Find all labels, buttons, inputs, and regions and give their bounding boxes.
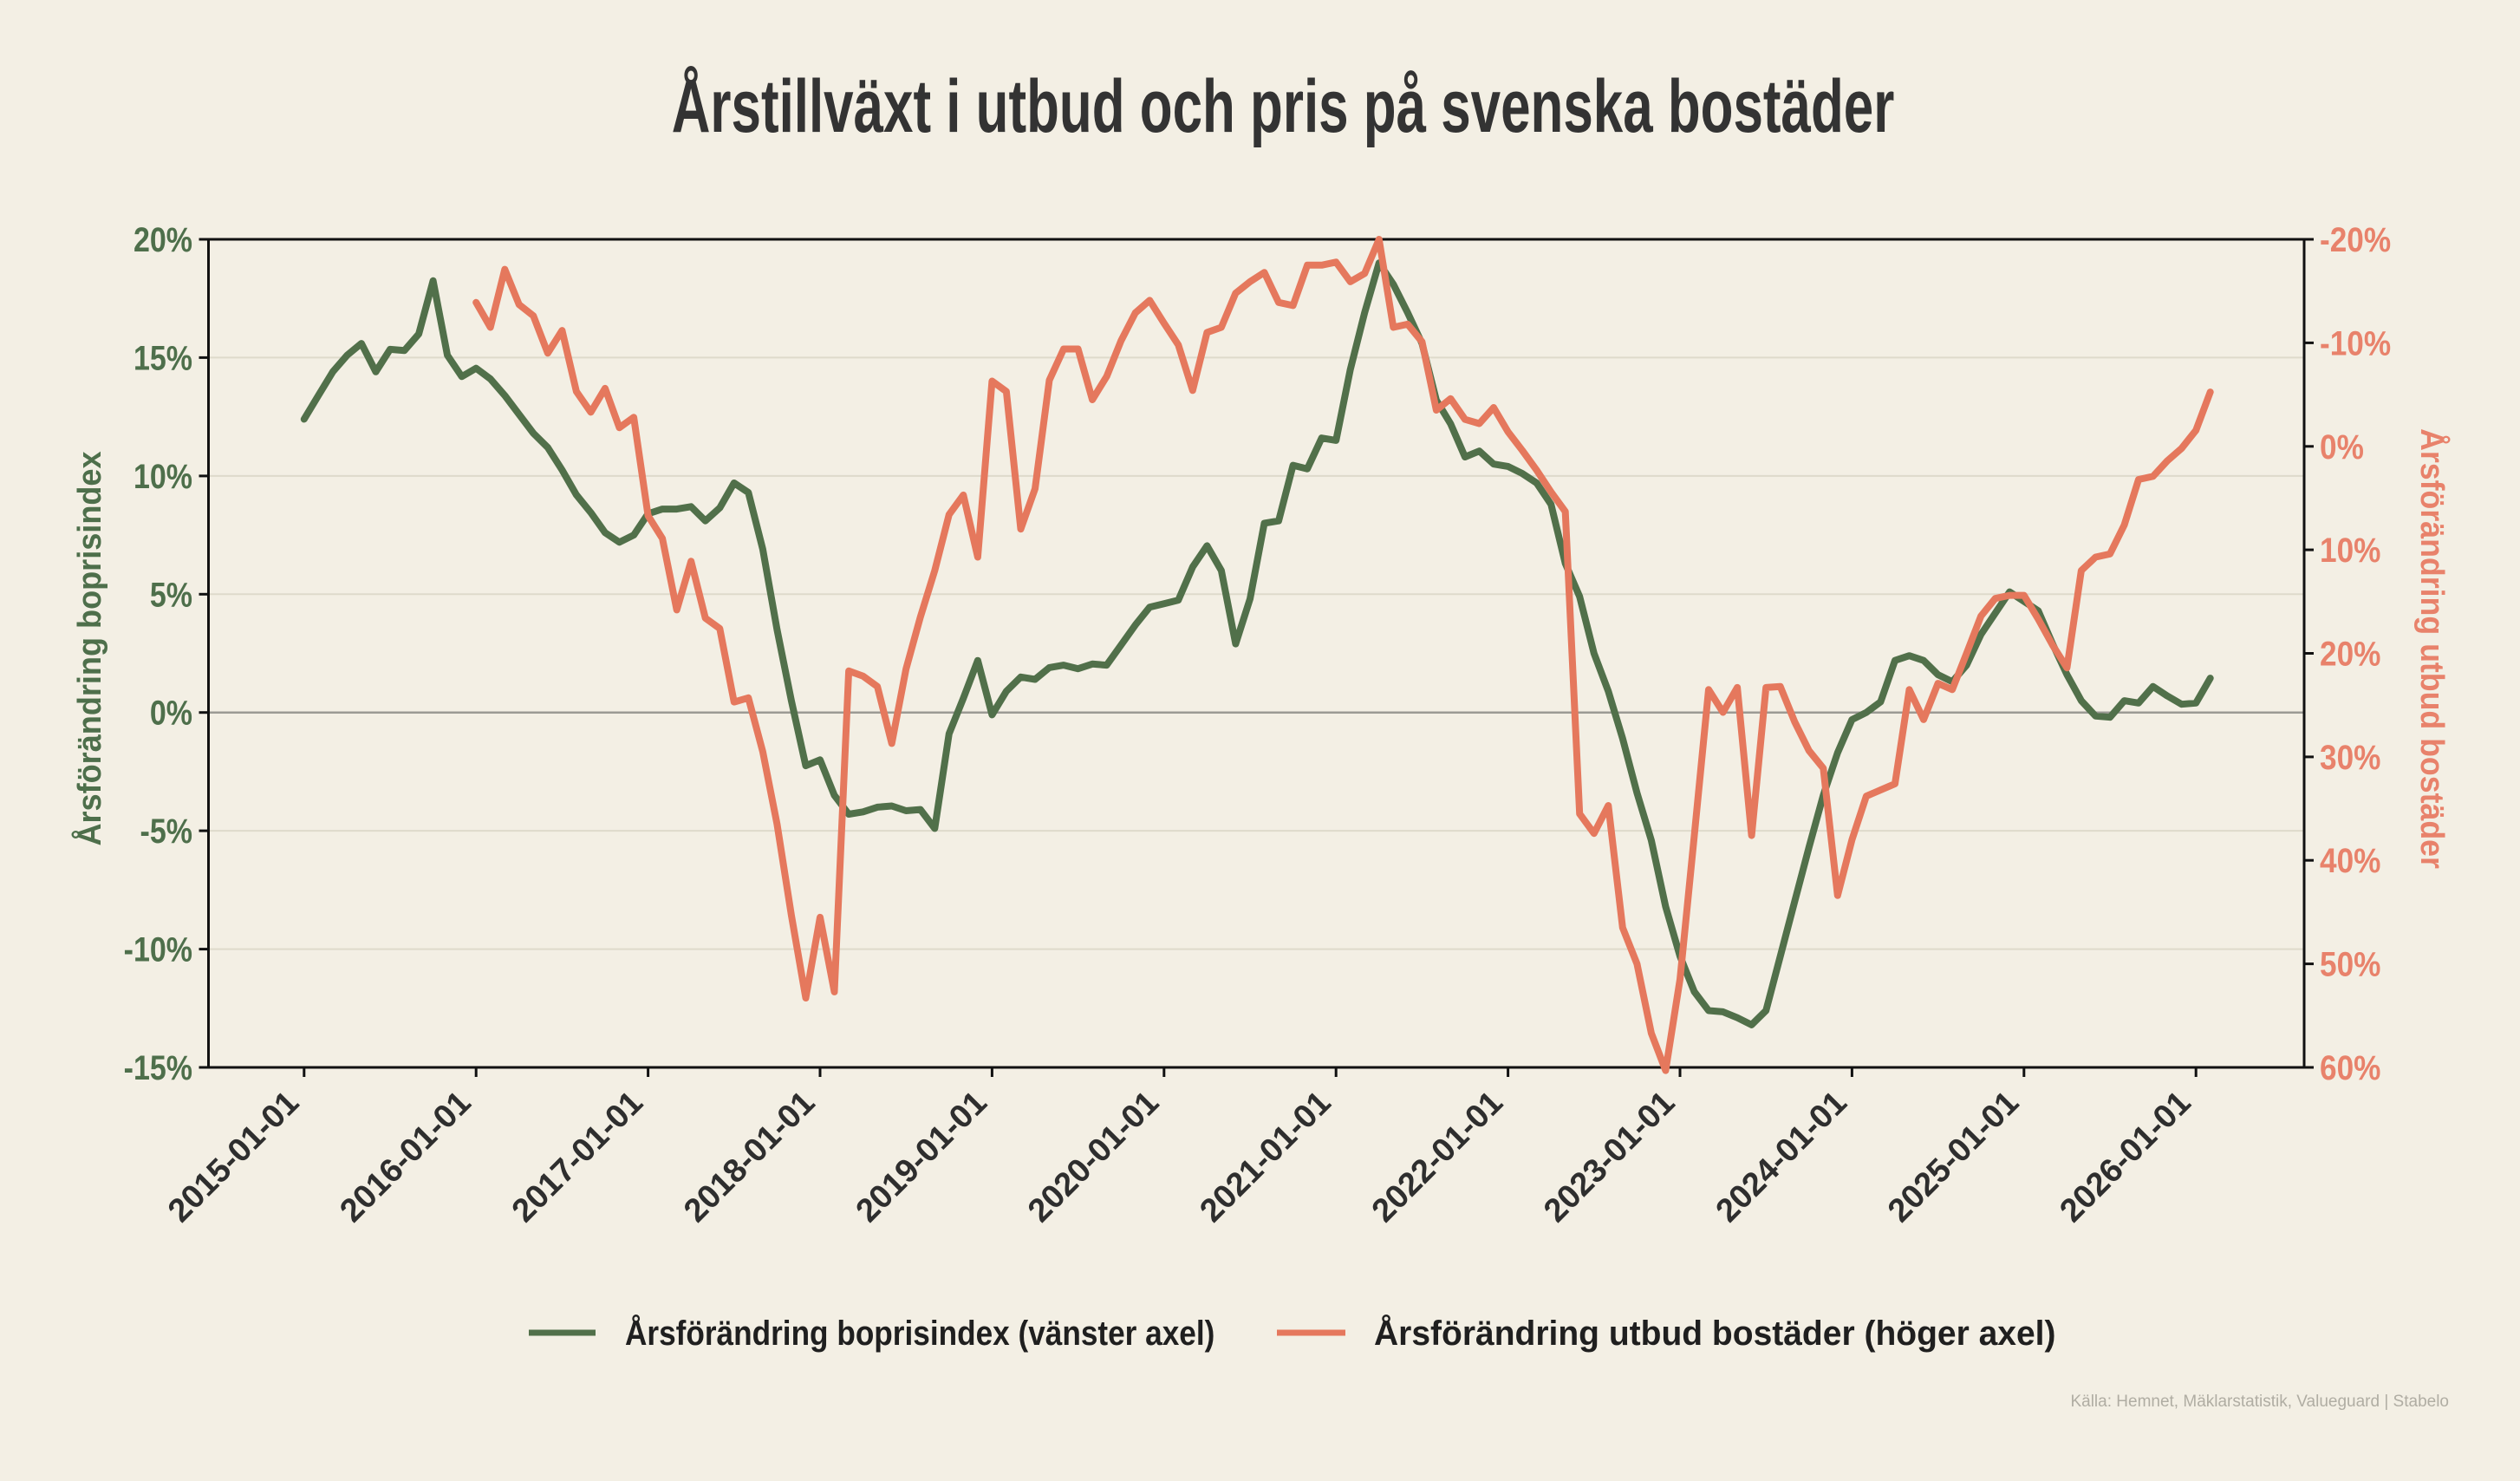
svg-text:-20%: -20% <box>2320 220 2391 259</box>
svg-text:5%: 5% <box>150 575 192 614</box>
svg-text:-10%: -10% <box>124 930 192 969</box>
svg-text:Årsförändring boprisindex (vän: Årsförändring boprisindex (vänster axel) <box>625 1314 1214 1353</box>
svg-text:30%: 30% <box>2320 738 2380 777</box>
svg-text:-5%: -5% <box>140 811 192 850</box>
svg-text:Årsförändring utbud bostäder (: Årsförändring utbud bostäder (höger axel… <box>1374 1315 2055 1354</box>
svg-text:0%: 0% <box>2320 427 2364 466</box>
svg-text:15%: 15% <box>133 338 192 377</box>
svg-text:40%: 40% <box>2320 841 2380 880</box>
svg-text:20%: 20% <box>133 219 192 258</box>
svg-text:60%: 60% <box>2320 1048 2380 1087</box>
svg-text:50%: 50% <box>2320 945 2380 984</box>
svg-text:Årsförändring utbud bostäder: Årsförändring utbud bostäder <box>2414 428 2451 869</box>
svg-text:10%: 10% <box>2320 531 2380 570</box>
svg-text:0%: 0% <box>150 693 192 732</box>
svg-text:Källa: Hemnet, Mäklarstatistik: Källa: Hemnet, Mäklarstatistik, Valuegua… <box>2070 1393 2449 1411</box>
svg-text:10%: 10% <box>133 456 192 495</box>
svg-text:20%: 20% <box>2320 634 2380 673</box>
svg-text:-15%: -15% <box>124 1047 192 1086</box>
svg-text:Årstillväxt i utbud och pris p: Årstillväxt i utbud och pris på svenska … <box>672 64 1895 147</box>
svg-text:Årsförändring boprisindex: Årsförändring boprisindex <box>70 451 107 846</box>
svg-text:-10%: -10% <box>2320 323 2391 362</box>
